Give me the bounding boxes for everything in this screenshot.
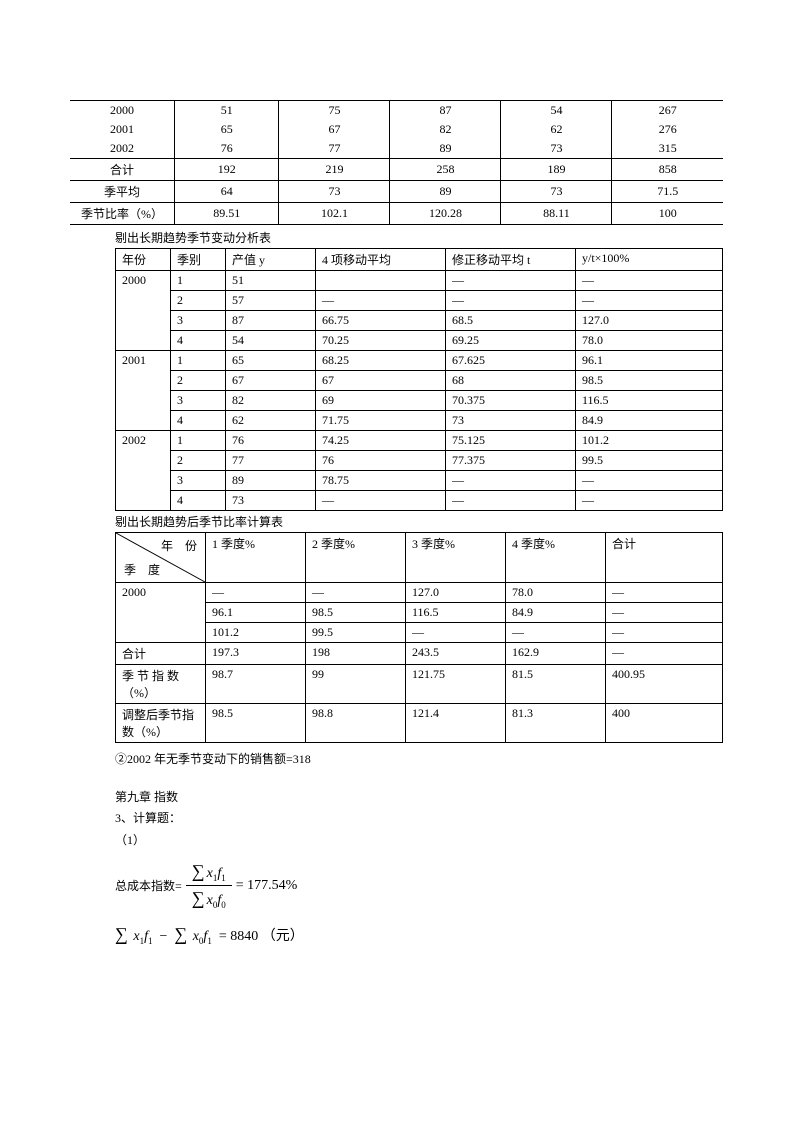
note-text: ②2002 年无季节变动下的销售额=318 — [115, 749, 723, 771]
col-q1: 1 季度% — [206, 533, 306, 583]
col-q3: 3 季度% — [406, 533, 506, 583]
formula-cost-index: 总成本指数= ∑x1f1 ∑x0f0 = 177.54% — [115, 861, 723, 910]
subquestion-label: （1） — [115, 830, 723, 852]
diag-header: 年 份 季 度 — [116, 533, 206, 583]
question-label: 3、计算题： — [115, 808, 723, 830]
seasonal-analysis-table: 年份季别产值 y4 项移动平均修正移动平均 ty/t×100% 2000151—… — [115, 248, 723, 511]
formula-difference: ∑ x1f1 − ∑ x0f1 = 8840 （元） — [115, 924, 723, 946]
chapter-title: 第九章 指数 — [115, 787, 723, 809]
col-q2: 2 季度% — [306, 533, 406, 583]
summary-table: 2000517587542672001656782622762002767789… — [70, 100, 723, 225]
section2-title: 剔出长期趋势季节变动分析表 — [115, 229, 723, 246]
seasonal-ratio-table: 年 份 季 度 1 季度% 2 季度% 3 季度% 4 季度% 合计 2000—… — [115, 532, 723, 743]
col-q4: 4 季度% — [506, 533, 606, 583]
section3-title: 剔出长期趋势后季节比率计算表 — [115, 513, 723, 530]
col-total: 合计 — [606, 533, 723, 583]
